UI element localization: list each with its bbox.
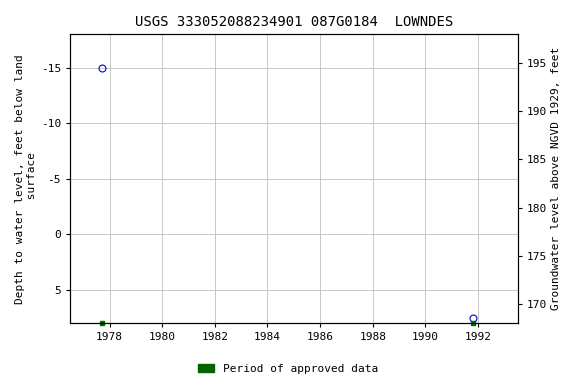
Legend: Period of approved data: Period of approved data bbox=[193, 359, 383, 379]
Y-axis label: Depth to water level, feet below land
 surface: Depth to water level, feet below land su… bbox=[15, 54, 37, 304]
Title: USGS 333052088234901 087G0184  LOWNDES: USGS 333052088234901 087G0184 LOWNDES bbox=[135, 15, 453, 29]
Y-axis label: Groundwater level above NGVD 1929, feet: Groundwater level above NGVD 1929, feet bbox=[551, 47, 561, 310]
